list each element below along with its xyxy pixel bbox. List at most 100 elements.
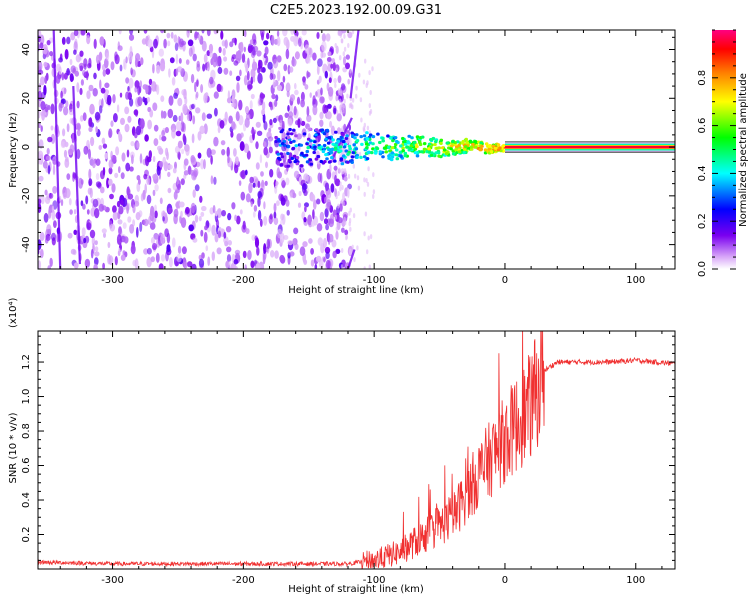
heatmap-cell [274,250,279,259]
heatmap-cell [339,157,344,161]
heatmap-cell [210,58,215,65]
heatmap-cell [99,79,102,90]
heatmap-cell [314,128,319,132]
heatmap-cell [180,112,184,123]
heatmap-cell [303,217,307,223]
heatmap-cell [317,237,323,246]
heatmap-cell [234,37,237,46]
heatmap-cell [137,96,143,107]
heatmap-cell [356,175,360,181]
x-tick-label: -100 [363,275,386,286]
heatmap-cell [88,168,92,180]
heatmap-cell [368,110,372,116]
heatmap-cell [351,30,355,35]
heatmap-cell [50,232,57,241]
heatmap-cell [48,205,53,214]
heatmap-cell [76,148,81,160]
snr-panel: -300 -200 -100 0 100 0.2 0.4 0.6 0.8 1.0 1.2 Heig… [8,297,676,595]
heatmap-cell [117,45,123,52]
heatmap-cell [372,172,375,178]
heatmap-cell [286,144,291,148]
y-tick-label: 0.6 [21,458,32,474]
heatmap-cell [166,32,171,39]
heatmap-cell [334,83,337,88]
heatmap-cell [354,147,359,151]
heatmap-cell [498,146,502,150]
heatmap-cell [277,228,283,239]
heatmap-cell [403,151,408,155]
heatmap-cell [99,36,105,46]
heatmap-cell [50,103,55,115]
heatmap-cell [159,197,163,205]
heatmap-cell [401,146,405,150]
heatmap-cell [372,189,376,195]
heatmap-cell [95,181,102,188]
colorbar-label: Normalized spectral amplitude [738,73,749,227]
heatmap-cell [451,149,456,153]
heatmap-cell [333,159,337,163]
heatmap-cell [212,205,216,214]
heatmap-cell [384,150,389,154]
heatmap-cell [261,32,264,41]
heatmap-cell [241,53,246,63]
heatmap-cell [330,125,335,136]
heatmap-cell [176,66,183,73]
heatmap-cell [145,84,149,95]
heatmap-cell [232,265,238,269]
heatmap-cell [148,78,153,86]
heatmap-cell [264,60,267,66]
heatmap-cell [105,52,110,61]
heatmap-cell [167,207,173,214]
heatmap-cell [349,207,352,213]
heatmap-cell [398,150,403,154]
heatmap-cell [347,31,353,39]
heatmap-cell [366,150,371,154]
heatmap-cell [324,208,329,218]
heatmap-cell [260,171,264,177]
heatmap-cell [224,39,228,49]
heatmap-cell [335,94,339,102]
heatmap-cell [233,258,239,265]
heatmap-cell [435,146,439,150]
heatmap-cell [225,226,232,233]
heatmap-cell [345,234,348,240]
heatmap-cell [366,249,369,255]
heatmap-cell [194,31,198,39]
heatmap-cell [226,97,232,104]
heatmap-cell [294,134,298,138]
heatmap-cell [92,198,99,208]
heatmap-cell [355,155,359,159]
heatmap-cell [279,152,284,156]
heatmap-cell [127,86,130,92]
heatmap-cell [410,136,414,140]
heatmap-cell [85,70,89,81]
heatmap-cell [301,30,307,36]
heatmap-cell [326,189,332,199]
heatmap-cell [329,163,332,173]
heatmap-cell [292,238,297,246]
heatmap-cell [244,169,248,176]
heatmap-cell [60,141,66,149]
heatmap-cell [175,130,182,137]
heatmap-cell [337,88,341,94]
heatmap-cell [395,157,400,161]
heatmap-cell [38,122,41,128]
heatmap-cell [40,125,43,132]
heatmap-cell [116,104,120,113]
heatmap-cell [93,72,97,80]
heatmap-cell [70,65,76,73]
heatmap-cell [146,96,151,103]
heatmap-cell [345,54,350,60]
heatmap-cell [252,182,256,188]
heatmap-cell [146,176,151,185]
heatmap-cell [86,34,91,45]
heatmap-cell [342,51,345,57]
heatmap-cell [194,184,200,192]
heatmap-cell [38,82,42,92]
heatmap-cell [346,152,350,156]
heatmap-cell [399,144,403,148]
heatmap-cell [259,154,263,164]
heatmap-cell [60,98,66,105]
heatmap-cell [316,64,320,75]
heatmap-cell [257,180,261,189]
